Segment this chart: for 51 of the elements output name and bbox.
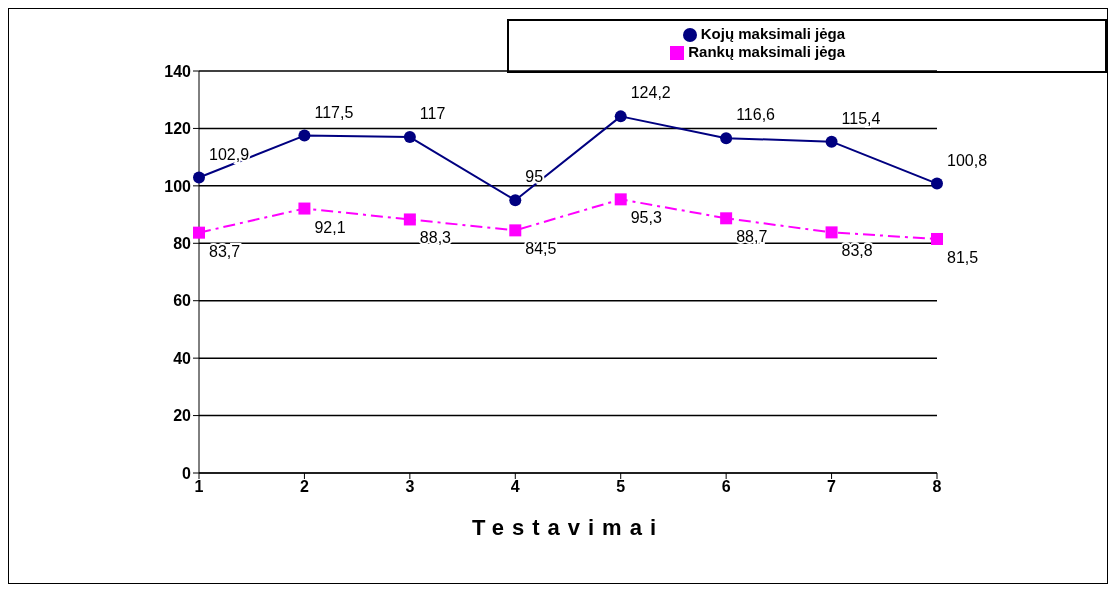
data-label: 124,2 — [630, 84, 671, 102]
y-tick-label: 0 — [182, 464, 192, 482]
data-label: 83,8 — [841, 242, 873, 260]
point — [720, 212, 733, 225]
x-tick-label: 8 — [932, 478, 942, 496]
x-tick-label: 3 — [405, 478, 415, 496]
point — [403, 213, 416, 226]
y-tick-label: 20 — [173, 407, 192, 425]
data-label: 117 — [419, 105, 446, 123]
x-tick-label: 4 — [510, 478, 520, 496]
data-label: 81,5 — [947, 248, 979, 266]
point — [931, 177, 943, 190]
y-tick-label: 120 — [164, 120, 192, 138]
data-label: 116,6 — [736, 106, 776, 124]
x-tick-label: 6 — [721, 478, 731, 496]
y-tick-label: 40 — [173, 349, 192, 367]
point — [509, 224, 522, 237]
data-label: 115,4 — [841, 109, 881, 127]
point — [193, 171, 205, 184]
point — [509, 194, 522, 207]
data-label: 92,1 — [314, 218, 346, 236]
x-tick-label: 7 — [827, 478, 837, 496]
y-tick-label: 140 — [164, 62, 192, 80]
data-label: 83,7 — [209, 242, 241, 260]
x-tick-label: 2 — [299, 478, 309, 496]
y-tick-label: 100 — [164, 177, 192, 195]
y-tick-label: 80 — [173, 234, 192, 252]
data-label: 95 — [525, 168, 544, 186]
point — [298, 129, 311, 142]
point — [825, 226, 838, 239]
point — [931, 232, 943, 245]
data-label: 117,5 — [314, 103, 354, 121]
x-tick-label: 1 — [194, 478, 204, 496]
data-label: 88,7 — [736, 228, 768, 246]
point — [403, 131, 416, 144]
point — [193, 226, 205, 239]
legend-label: Rankų maksimali jėga — [688, 43, 845, 60]
point — [614, 110, 627, 123]
x-axis-title: Testavimai — [471, 515, 665, 540]
point — [720, 132, 733, 145]
point — [614, 193, 627, 206]
legend-label: Kojų maksimali jėga — [700, 25, 845, 42]
point — [825, 135, 838, 148]
data-label: 84,5 — [525, 240, 557, 258]
data-label: 100,8 — [947, 151, 988, 169]
point — [298, 202, 311, 215]
data-label: 95,3 — [630, 209, 662, 227]
y-tick-label: 60 — [173, 292, 192, 310]
data-label: 88,3 — [419, 229, 452, 247]
x-tick-label: 5 — [616, 478, 626, 496]
data-label: 102,9 — [209, 145, 250, 163]
